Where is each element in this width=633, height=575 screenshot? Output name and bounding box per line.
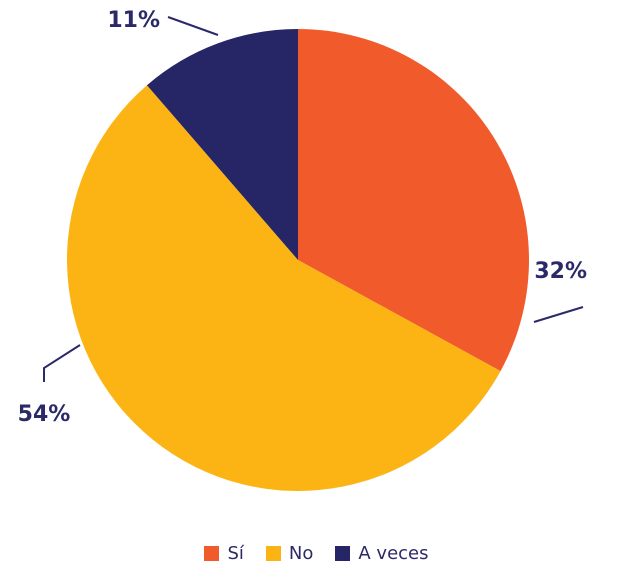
legend-label-si: Sí [227, 542, 244, 564]
pie-slice-s [298, 29, 529, 372]
legend-swatch-no [265, 545, 281, 561]
pie-slice-a-veces [146, 29, 298, 260]
slice-labels: 32% 54% 11% [18, 8, 587, 427]
legend-label-a-veces: A veces [358, 542, 429, 564]
slice-label-1: 54% [18, 402, 71, 427]
slice-label-0: 32% [534, 259, 587, 284]
leader-lines [43, 16, 584, 382]
legend-swatch-a-veces [335, 545, 351, 561]
slice-label-2: 11% [107, 8, 160, 33]
pie-chart: 32% 54% 11% [18, 8, 587, 491]
pie-slice-no [67, 85, 501, 491]
leader-line-1 [43, 344, 81, 382]
legend-item-a-veces: A veces [335, 542, 429, 564]
legend-item-si: Sí [204, 542, 244, 564]
leader-line-0 [533, 306, 584, 323]
legend: Sí No A veces [0, 538, 633, 568]
legend-swatch-si [204, 545, 220, 561]
pie-slices [67, 29, 529, 491]
leader-line-2 [167, 16, 219, 36]
legend-item-no: No [265, 542, 314, 564]
legend-label-no: No [288, 542, 314, 564]
